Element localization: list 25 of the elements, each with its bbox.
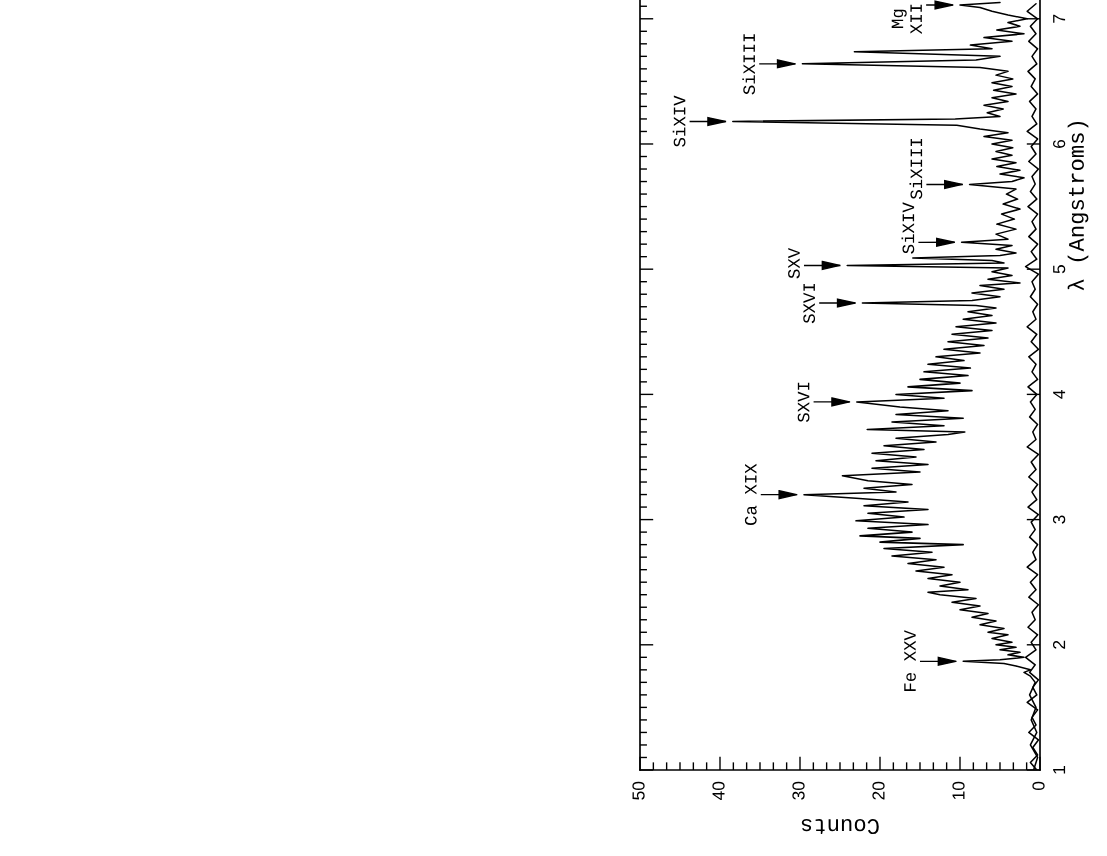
annotation: Ca XIX: [744, 463, 757, 525]
x-tick-label: 0: [1032, 781, 1045, 791]
x-tick-label: 10: [952, 781, 965, 800]
annotation: SiXIV: [672, 95, 686, 147]
x-tick-label: 50: [632, 781, 645, 800]
annotation: SXV: [788, 247, 800, 279]
y-axis-title: λ (Angstroms): [1067, 121, 1089, 291]
annotation: SXVI: [797, 382, 810, 423]
annotation: SiXIV: [901, 202, 915, 254]
y-tick-label: 6: [1052, 139, 1066, 148]
y-tick-label: 5: [1053, 265, 1066, 274]
x-tick-label: 40: [712, 781, 725, 801]
x-tick-label: 20: [872, 781, 885, 800]
y-tick-label: 7: [1053, 14, 1066, 23]
annotation: SiXIII: [909, 138, 923, 200]
annotation: SiXIII: [742, 34, 756, 95]
y-tick-label: 2: [1052, 640, 1066, 649]
y-tick-label: 3: [1052, 515, 1066, 524]
annotation: Mg XII: [891, 4, 922, 34]
annotation: Fe XXV: [904, 630, 916, 691]
y-tick-label: 1: [1053, 766, 1066, 774]
annotation: SXVI: [803, 283, 816, 324]
x-axis-title: Counts: [801, 819, 879, 835]
x-tick-label: 30: [792, 781, 805, 800]
y-tick-label: 4: [1053, 390, 1066, 399]
